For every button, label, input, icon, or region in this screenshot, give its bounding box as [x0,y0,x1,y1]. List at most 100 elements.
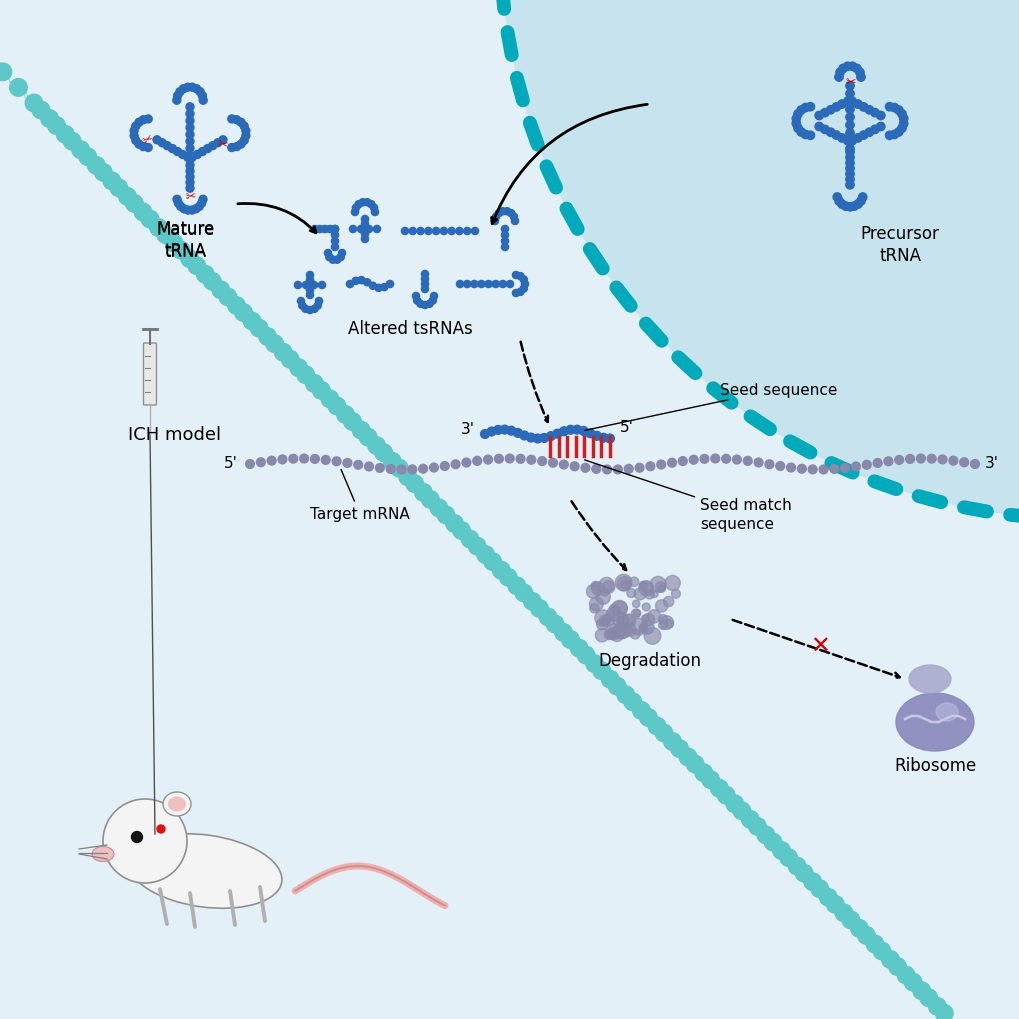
Circle shape [183,154,192,162]
Circle shape [659,616,673,630]
Circle shape [608,604,619,614]
Circle shape [315,299,322,306]
Circle shape [464,228,471,235]
Circle shape [595,629,608,642]
Circle shape [859,131,867,141]
Circle shape [856,198,864,206]
Circle shape [361,221,368,228]
Circle shape [857,926,874,945]
Ellipse shape [895,693,973,751]
Circle shape [180,251,199,268]
Circle shape [763,834,781,851]
Circle shape [596,619,607,631]
Circle shape [664,620,673,628]
Circle shape [343,414,361,431]
Circle shape [367,202,374,209]
Circle shape [103,799,186,883]
Circle shape [371,209,378,216]
Circle shape [516,455,525,464]
Circle shape [612,623,629,639]
Circle shape [325,255,332,262]
Circle shape [847,138,856,146]
Circle shape [638,581,653,596]
Circle shape [633,609,640,618]
Circle shape [455,228,463,235]
Circle shape [185,185,194,193]
Circle shape [168,146,176,154]
Circle shape [894,457,903,465]
Circle shape [331,238,338,246]
Circle shape [845,165,853,173]
Circle shape [845,114,853,122]
Circle shape [406,476,423,493]
Circle shape [463,281,471,288]
Circle shape [566,426,575,435]
Circle shape [476,546,494,564]
Circle shape [412,293,419,301]
Circle shape [140,144,147,152]
Circle shape [840,464,849,473]
Circle shape [833,194,841,202]
Ellipse shape [935,703,957,721]
Circle shape [872,943,890,960]
Circle shape [185,131,194,140]
Circle shape [801,131,809,140]
Circle shape [805,103,814,112]
Circle shape [788,857,805,875]
Text: ICH model: ICH model [128,426,221,443]
Circle shape [606,607,621,622]
Circle shape [179,86,187,94]
Circle shape [487,428,495,436]
Circle shape [180,206,187,214]
Circle shape [845,159,853,168]
Circle shape [870,126,878,135]
Circle shape [492,214,499,221]
Circle shape [363,200,371,207]
Circle shape [507,210,515,218]
Circle shape [369,283,376,290]
Circle shape [592,662,609,680]
Circle shape [242,127,250,136]
Circle shape [897,110,905,119]
Circle shape [796,128,805,137]
Circle shape [501,245,508,252]
Circle shape [234,305,252,322]
Circle shape [639,582,646,590]
Circle shape [281,352,299,369]
Circle shape [227,145,235,153]
Circle shape [185,152,194,160]
Circle shape [606,628,616,638]
Circle shape [904,973,921,990]
Circle shape [365,226,372,233]
Circle shape [214,140,222,148]
Circle shape [843,98,851,106]
Circle shape [658,615,667,624]
Circle shape [219,137,227,145]
Circle shape [450,461,460,469]
Circle shape [185,139,194,147]
Circle shape [530,600,547,618]
Circle shape [306,277,313,284]
Circle shape [236,141,245,149]
Circle shape [937,455,946,465]
Circle shape [131,123,140,130]
Circle shape [331,226,338,233]
Circle shape [853,135,861,143]
Circle shape [664,576,680,591]
Circle shape [185,173,194,181]
Circle shape [302,282,310,289]
Circle shape [110,180,127,198]
Polygon shape [499,0,1019,520]
Circle shape [612,466,622,475]
Circle shape [78,149,97,166]
Circle shape [196,89,204,97]
Circle shape [506,427,516,436]
Circle shape [609,629,623,642]
Circle shape [368,437,385,454]
Circle shape [792,115,800,123]
Circle shape [793,124,801,133]
Circle shape [614,623,631,639]
Circle shape [187,207,196,215]
Circle shape [805,132,814,141]
Circle shape [396,466,406,475]
